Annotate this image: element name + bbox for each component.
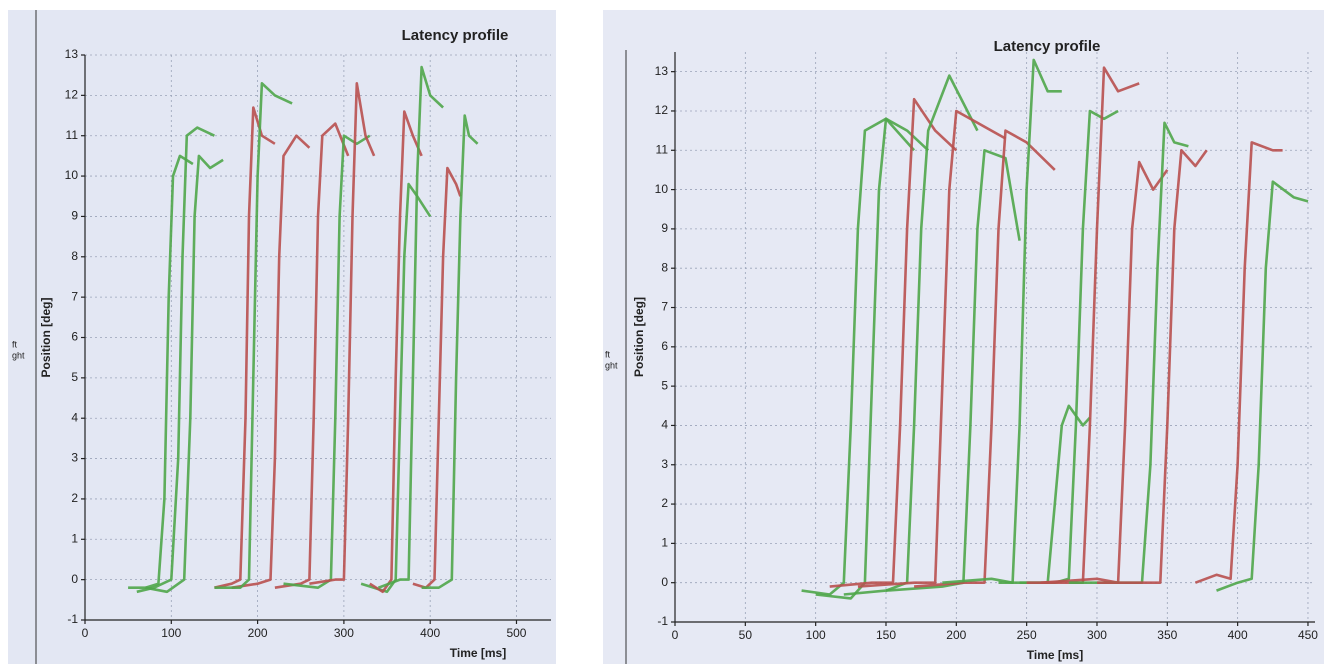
legend-fragment: ft	[12, 339, 18, 349]
x-tick-label: 150	[876, 628, 896, 642]
y-tick-label: 1	[71, 531, 78, 545]
y-tick-label: 4	[71, 410, 78, 424]
trace	[942, 58, 1062, 584]
y-tick-label: 0	[71, 572, 78, 586]
y-tick-label: 5	[661, 378, 668, 392]
x-tick-label: 300	[1087, 628, 1107, 642]
trace	[1097, 149, 1208, 584]
x-tick-label: 0	[82, 626, 89, 640]
trace	[829, 97, 958, 588]
x-tick-label: 200	[946, 628, 966, 642]
y-tick-label: 2	[71, 491, 78, 505]
x-tick-label: 200	[248, 626, 268, 640]
x-tick-label: 500	[506, 626, 526, 640]
trace	[377, 65, 444, 589]
y-tick-label: 3	[661, 457, 668, 471]
trace	[145, 154, 224, 594]
y-tick-label: 8	[71, 249, 78, 263]
legend-fragment: ght	[605, 360, 618, 370]
trace	[412, 166, 462, 589]
trace	[1194, 141, 1283, 584]
y-tick-label: 11	[66, 128, 79, 142]
x-tick-label: 100	[806, 628, 826, 642]
trace	[421, 114, 479, 589]
y-tick-label: 11	[656, 142, 669, 156]
x-axis-label: Time [ms]	[450, 646, 506, 660]
trace	[309, 82, 376, 585]
chart-title: Latency profile	[994, 38, 1101, 55]
trace	[1040, 160, 1169, 584]
y-tick-label: -1	[67, 612, 78, 626]
y-tick-label: 8	[661, 260, 668, 274]
x-tick-label: 450	[1298, 628, 1318, 642]
y-tick-label: 6	[71, 330, 78, 344]
y-tick-label: 0	[661, 575, 668, 589]
trace	[1216, 180, 1309, 592]
y-tick-label: 6	[661, 339, 668, 353]
y-tick-label: 5	[71, 370, 78, 384]
y-tick-label: 9	[71, 209, 78, 223]
y-tick-label: 2	[661, 496, 668, 510]
trace	[815, 117, 930, 600]
legend-fragment: ght	[12, 350, 25, 360]
y-tick-label: 7	[661, 300, 668, 314]
legend-fragment: ft	[605, 349, 611, 359]
trace	[801, 117, 916, 596]
y-tick-label: 13	[655, 64, 669, 78]
trace	[274, 122, 350, 589]
left-photo	[8, 10, 556, 664]
trace	[369, 110, 423, 594]
x-tick-label: 100	[161, 626, 181, 640]
y-tick-label: -1	[657, 614, 668, 628]
y-tick-label: 3	[71, 451, 78, 465]
y-axis-label: Position [deg]	[39, 298, 53, 378]
trace	[913, 129, 1056, 588]
trace	[136, 126, 215, 594]
y-tick-label: 13	[65, 47, 79, 61]
y-tick-label: 7	[71, 289, 78, 303]
x-axis-label: Time [ms]	[1027, 648, 1083, 662]
y-tick-label: 9	[661, 221, 668, 235]
trace	[231, 134, 311, 589]
chart-title: Latency profile	[402, 27, 509, 44]
x-tick-label: 0	[672, 628, 679, 642]
trace	[885, 149, 1021, 592]
y-tick-label: 12	[65, 88, 79, 102]
y-tick-label: 12	[655, 103, 669, 117]
x-tick-label: 250	[1017, 628, 1037, 642]
y-tick-label: 10	[655, 182, 669, 196]
trace	[214, 82, 293, 589]
x-tick-label: 350	[1157, 628, 1177, 642]
x-tick-label: 300	[334, 626, 354, 640]
trace	[857, 109, 1007, 588]
y-tick-label: 10	[65, 168, 79, 182]
x-tick-label: 50	[739, 628, 753, 642]
x-tick-label: 400	[1228, 628, 1248, 642]
x-tick-label: 400	[420, 626, 440, 640]
y-axis-label: Position [deg]	[632, 297, 646, 377]
y-tick-label: 4	[661, 418, 668, 432]
y-tick-label: 1	[661, 536, 668, 550]
